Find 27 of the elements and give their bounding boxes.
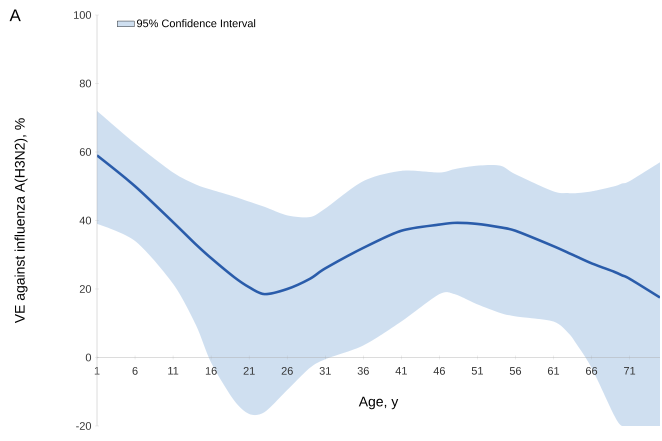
y-tick-label: 100 [74, 11, 92, 19]
y-tick-label: 40 [80, 216, 92, 224]
x-tick-label: 61 [548, 367, 560, 375]
line-series [97, 154, 660, 299]
y-tick-label: 80 [80, 80, 92, 88]
x-tick-label: 71 [624, 367, 636, 375]
y-axis-title: VE against influenza A(H3N2), % [14, 118, 28, 324]
x-tick-label: 46 [434, 367, 445, 375]
x-tick-label: 56 [510, 367, 522, 375]
x-tick-label: 36 [358, 367, 369, 375]
x-tick-label: 31 [320, 367, 331, 375]
text: A [10, 10, 21, 22]
y-tick-label: 20 [80, 285, 92, 293]
x-tick-label: 26 [282, 367, 293, 375]
x-tick-label: 41 [395, 367, 407, 375]
y-tick-label: -20 [76, 422, 92, 430]
legend-label: 95% Confidence Interval [137, 19, 256, 28]
x-tick-label: 11 [168, 367, 178, 375]
x-tick-label: 16 [206, 367, 217, 375]
x-axis-title: Age, y [358, 396, 398, 410]
x-tick-label: 51 [472, 367, 483, 375]
y-tick-label: 0 [86, 354, 92, 362]
y-tick-label: 60 [80, 148, 92, 156]
x-tick-label: 1 [94, 367, 100, 375]
x-tick-label: 66 [586, 367, 598, 375]
x-tick-label: 6 [132, 367, 138, 375]
x-tick-label: 21 [244, 367, 255, 375]
